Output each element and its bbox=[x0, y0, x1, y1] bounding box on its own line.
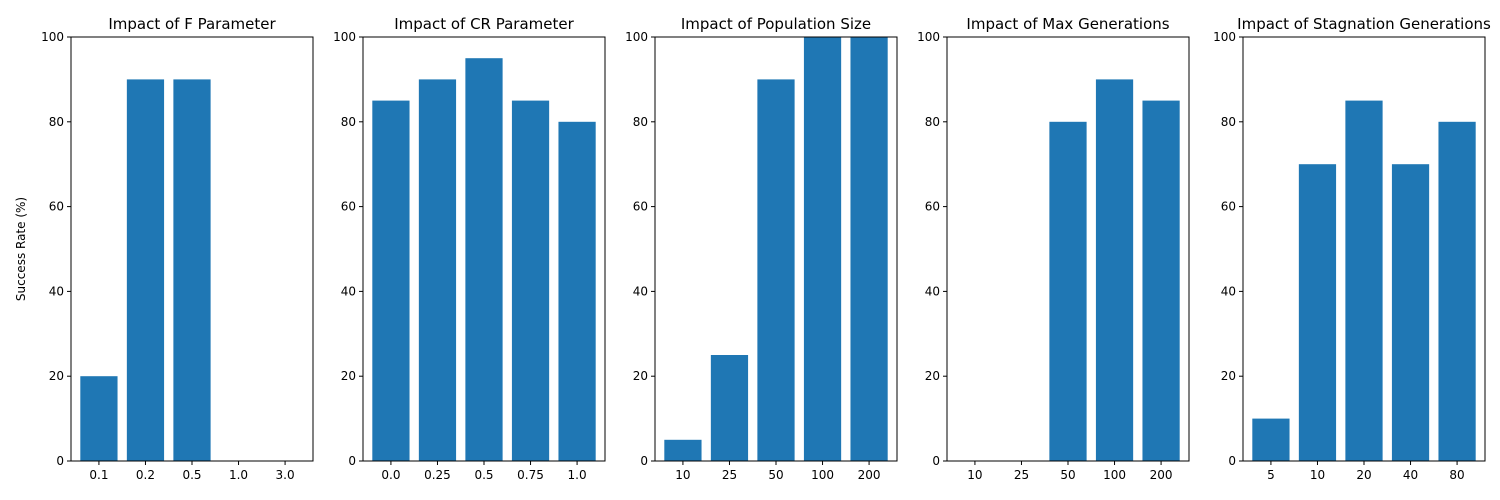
chart-panel-3: 10 25 50 100 200 0 20 40 60 80 100 Impact of Popula… bbox=[625, 15, 898, 482]
y-tick-label: 60 bbox=[633, 200, 648, 214]
x-tick-label: 3.0 bbox=[276, 468, 295, 482]
y-tick-label: 40 bbox=[925, 284, 940, 298]
x-tick-label: 10 bbox=[1310, 468, 1325, 482]
y-tick-label: 40 bbox=[341, 284, 356, 298]
y-tick-label: 40 bbox=[633, 284, 648, 298]
bar-10 bbox=[1298, 164, 1337, 461]
y-tick-label: 20 bbox=[341, 369, 356, 383]
x-tick-label: 1.0 bbox=[229, 468, 248, 482]
x-tick-label: 0.0 bbox=[381, 468, 400, 482]
bar-80 bbox=[1438, 121, 1476, 462]
y-tick-label: 0 bbox=[1228, 454, 1236, 468]
x-tick-label: 25 bbox=[722, 468, 737, 482]
y-tick-label: 60 bbox=[1221, 200, 1236, 214]
y-tick-label: 0 bbox=[640, 454, 648, 468]
y-tick-label: 20 bbox=[633, 369, 648, 383]
bar-50 bbox=[1049, 121, 1087, 462]
y-tick-label: 0 bbox=[932, 454, 940, 468]
x-tick-label: 10 bbox=[967, 468, 982, 482]
y-tick-label: 100 bbox=[625, 30, 648, 44]
bar-5 bbox=[1252, 418, 1290, 461]
x-tick-label: 80 bbox=[1449, 468, 1464, 482]
y-tick-label: 80 bbox=[341, 115, 356, 129]
bar-25 bbox=[710, 355, 749, 461]
x-tick-label: 100 bbox=[811, 468, 834, 482]
y-tick-label: 80 bbox=[49, 115, 64, 129]
plot-frame bbox=[946, 36, 1190, 462]
x-tick-label: 1.0 bbox=[568, 468, 587, 482]
y-tick-label: 100 bbox=[333, 30, 356, 44]
chart-title: Impact of Stagnation Generations bbox=[1237, 15, 1491, 33]
bar-0.75 bbox=[511, 100, 550, 461]
plot-frame bbox=[70, 36, 314, 462]
y-tick-label: 60 bbox=[49, 200, 64, 214]
y-tick-label: 80 bbox=[633, 115, 648, 129]
plot-frame bbox=[362, 36, 606, 462]
bar-0.2 bbox=[126, 79, 165, 462]
y-tick-label: 20 bbox=[49, 369, 64, 383]
chart-title: Impact of CR Parameter bbox=[394, 15, 574, 33]
x-tick-label: 100 bbox=[1103, 468, 1126, 482]
y-tick-label: 40 bbox=[49, 284, 64, 298]
y-tick-label: 80 bbox=[1221, 115, 1236, 129]
bar-20 bbox=[1345, 100, 1383, 461]
y-tick-label: 60 bbox=[925, 200, 940, 214]
bar-1.0 bbox=[558, 121, 596, 462]
y-axis-label: Success Rate (%) bbox=[14, 197, 28, 301]
bar-200 bbox=[850, 37, 888, 461]
bar-40 bbox=[1391, 164, 1430, 461]
bar-0.0 bbox=[372, 100, 410, 461]
bar-10 bbox=[664, 439, 702, 461]
x-tick-label: 0.5 bbox=[182, 468, 201, 482]
chart-panel-1: 0.1 0.2 0.5 1.0 3.0 0 20 40 60 80 100 Impact of F P… bbox=[14, 15, 314, 482]
bar-0.1 bbox=[80, 376, 118, 461]
plot-frame bbox=[1242, 36, 1486, 462]
y-tick-label: 100 bbox=[917, 30, 940, 44]
x-tick-label: 25 bbox=[1014, 468, 1029, 482]
y-tick-label: 100 bbox=[1213, 30, 1236, 44]
x-tick-label: 20 bbox=[1356, 468, 1371, 482]
bar-0.5 bbox=[173, 79, 211, 462]
y-tick-label: 40 bbox=[1221, 284, 1236, 298]
x-tick-label: 200 bbox=[858, 468, 881, 482]
x-tick-label: 200 bbox=[1150, 468, 1173, 482]
bar-50 bbox=[757, 79, 795, 462]
y-tick-label: 60 bbox=[341, 200, 356, 214]
plot-frame bbox=[654, 36, 898, 462]
y-tick-label: 80 bbox=[925, 115, 940, 129]
bar-100 bbox=[1095, 79, 1134, 462]
x-tick-label: 10 bbox=[675, 468, 690, 482]
x-tick-label: 40 bbox=[1403, 468, 1418, 482]
chart-panel-4: 10 25 50 100 200 0 20 40 60 80 100 Impact of Max Ge… bbox=[917, 15, 1190, 482]
y-tick-label: 100 bbox=[41, 30, 64, 44]
y-tick-label: 20 bbox=[1221, 369, 1236, 383]
y-tick-label: 0 bbox=[348, 454, 356, 468]
x-tick-label: 0.1 bbox=[89, 468, 108, 482]
x-tick-label: 50 bbox=[1060, 468, 1075, 482]
x-tick-label: 5 bbox=[1267, 468, 1275, 482]
x-tick-label: 0.2 bbox=[136, 468, 155, 482]
bar-100 bbox=[803, 37, 842, 461]
chart-title: Impact of F Parameter bbox=[108, 15, 276, 33]
chart-panel-2: 0.0 0.25 0.5 0.75 1.0 0 20 40 60 80 100 Impact of C… bbox=[333, 15, 606, 482]
x-tick-label: 0.75 bbox=[517, 468, 544, 482]
y-tick-label: 0 bbox=[56, 454, 64, 468]
bar-0.5 bbox=[465, 58, 503, 461]
x-tick-label: 50 bbox=[768, 468, 783, 482]
chart-title: Impact of Population Size bbox=[681, 15, 871, 33]
bar-0.25 bbox=[418, 79, 457, 462]
x-tick-label: 0.5 bbox=[474, 468, 493, 482]
x-tick-label: 0.25 bbox=[424, 468, 451, 482]
chart-title: Impact of Max Generations bbox=[966, 15, 1169, 33]
bar-200 bbox=[1142, 100, 1180, 461]
y-tick-label: 20 bbox=[925, 369, 940, 383]
